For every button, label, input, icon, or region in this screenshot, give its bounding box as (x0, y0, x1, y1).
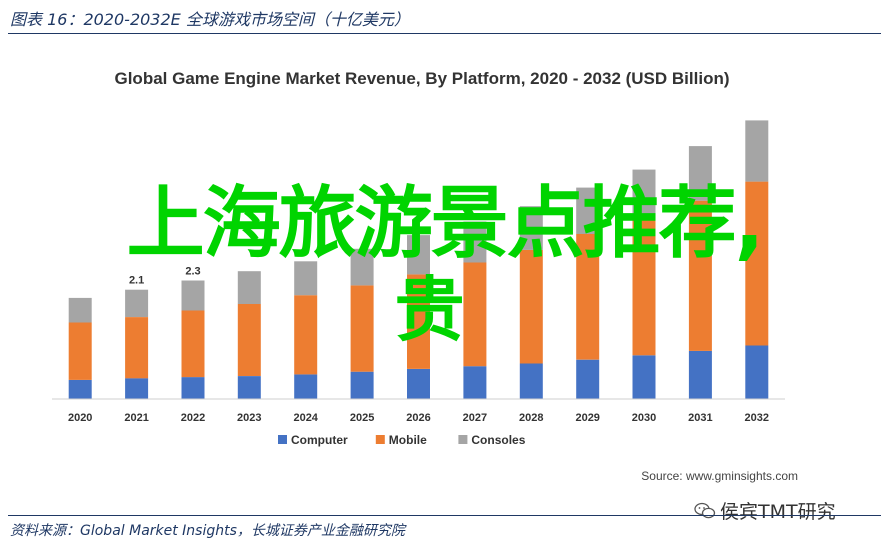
bar-mobile-2032 (745, 181, 769, 346)
bars-layer (68, 120, 769, 399)
bar-mobile-2023 (237, 303, 261, 376)
top-rule (8, 33, 881, 34)
bar-mobile-2027 (463, 262, 487, 367)
data-label: 2.1 (129, 275, 144, 287)
chart-source: Source: www.gminsights.com (641, 469, 798, 483)
bar-consoles-2029 (576, 187, 600, 234)
bar-computer-2028 (519, 363, 543, 399)
x-tick-label: 2021 (124, 412, 148, 424)
bar-consoles-2026 (407, 235, 430, 275)
x-tick-labels: 2020 2021 2022 2023 2024 2025 2026 2027 2028 2029… (68, 412, 769, 424)
watermark-text: 侯宾TMT研究 (720, 501, 836, 523)
bar-consoles-2032 (745, 120, 769, 182)
bar-computer-2021 (125, 378, 149, 399)
bar-computer-2026 (407, 369, 430, 399)
legend-label-mobile: Mobile (389, 433, 427, 447)
x-tick-label: 2030 (632, 412, 656, 424)
bar-consoles-2031 (688, 146, 712, 201)
bar-computer-2025 (350, 371, 374, 399)
bar-mobile-2028 (519, 249, 543, 364)
legend-swatch-mobile (375, 435, 385, 444)
chart-title: Global Game Engine Market Revenue, By Pl… (114, 69, 729, 88)
bottom-rule (8, 515, 881, 516)
bar-computer-2032 (745, 345, 769, 399)
bar-computer-2031 (688, 350, 712, 399)
data-labels: 2.1 2.3 (129, 266, 201, 287)
x-tick-label: 2026 (406, 412, 430, 424)
bar-consoles-2023 (237, 271, 261, 304)
bar-computer-2023 (237, 376, 261, 399)
bar-mobile-2029 (576, 234, 600, 360)
bar-computer-2020 (68, 379, 92, 399)
x-tick-label: 2029 (575, 412, 599, 424)
x-tick-label: 2028 (519, 412, 543, 424)
bar-consoles-2027 (463, 221, 487, 263)
wechat-icon (694, 502, 716, 518)
bar-computer-2024 (294, 374, 318, 399)
bar-consoles-2022 (181, 280, 205, 311)
data-label: 2.3 (185, 266, 200, 278)
x-tick-label: 2022 (181, 412, 205, 424)
bar-mobile-2025 (350, 285, 374, 372)
bar-mobile-2020 (68, 322, 92, 380)
bar-consoles-2021 (125, 289, 149, 317)
legend-swatch-computer (278, 435, 287, 444)
bar-mobile-2022 (181, 310, 205, 378)
watermark: 侯宾TMT研究 (694, 497, 836, 524)
figure-caption: 图表 16：2020-2032E 全球游戏市场空间（十亿美元） (10, 10, 410, 29)
bar-mobile-2021 (125, 317, 149, 379)
bar-computer-2030 (632, 355, 656, 399)
bar-computer-2027 (463, 366, 487, 399)
legend-label-consoles: Consoles (471, 433, 525, 447)
legend: Computer Mobile Consoles (278, 433, 526, 447)
bar-mobile-2030 (632, 218, 656, 356)
legend-label-computer: Computer (291, 433, 348, 447)
x-tick-label: 2023 (237, 412, 261, 424)
x-tick-label: 2024 (293, 412, 318, 424)
bar-computer-2022 (181, 377, 205, 399)
bar-consoles-2025 (350, 248, 374, 286)
bar-mobile-2024 (294, 295, 318, 375)
legend-swatch-consoles (458, 435, 468, 444)
x-tick-label: 2027 (463, 412, 487, 424)
bar-computer-2029 (576, 359, 600, 399)
x-tick-label: 2025 (350, 412, 374, 424)
bar-mobile-2026 (407, 274, 430, 369)
bar-consoles-2030 (632, 169, 656, 219)
x-tick-label: 2020 (68, 412, 92, 424)
bar-consoles-2020 (68, 297, 92, 323)
x-tick-label: 2031 (688, 412, 712, 424)
x-tick-label: 2032 (745, 412, 769, 424)
source-note: 资料来源：Global Market Insights，长城证券产业金融研究院 (10, 523, 405, 539)
bar-mobile-2031 (688, 200, 712, 351)
bar-consoles-2024 (294, 261, 318, 296)
bar-consoles-2028 (519, 206, 543, 250)
